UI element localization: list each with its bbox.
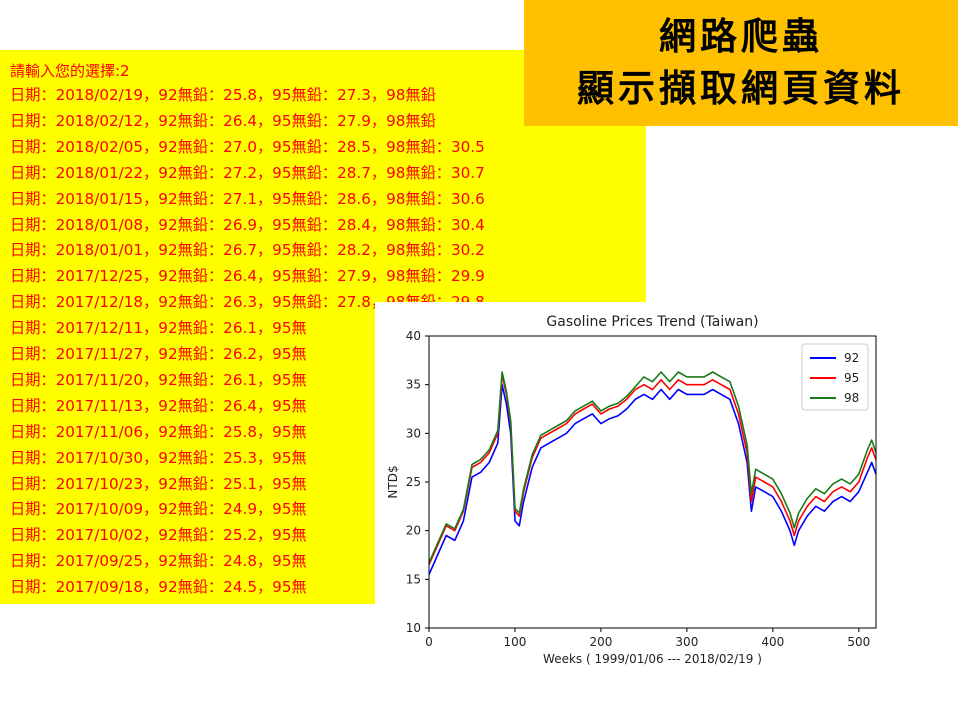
chart-lines [428,371,877,575]
y-tick-label: 30 [406,426,421,440]
console-row: 日期：2017/11/06，92無鉛：25.8，95無 [10,422,307,441]
chart-x-axis-label: Weeks ( 1999/01/06 --- 2018/02/19 ) [543,652,762,666]
console-row: 日期：2017/11/27，92無鉛：26.2，95無 [10,345,307,363]
y-tick-label: 35 [406,378,421,392]
y-tick-label: 15 [406,572,421,586]
chart-title: Gasoline Prices Trend (Taiwan) [546,314,758,330]
console-row: 日期：2017/12/11，92無鉛：26.1，95無 [10,319,307,338]
chart-panel: Gasoline Prices Trend (Taiwan) Weeks ( 1… [375,302,895,702]
slide-title-line-1: 網路爬蟲 [659,14,823,58]
console-row: 日期：2017/10/09，92無鉛：24.9，95無 [10,500,307,519]
legend-label-92: 92 [844,351,859,365]
x-tick-label: 500 [847,635,870,649]
console-row: 日期：2017/12/18，92無鉛：26.3，95無鉛：27.8，98無鉛：2… [10,293,485,312]
console-row: 日期：2017/09/25，92無鉛：24.8，95無 [10,552,307,571]
console-row: 日期：2018/01/22，92無鉛：27.2，95無鉛：28.7，98無鉛：3… [10,163,485,182]
chart-legend: 92 95 98 [801,343,869,411]
console-row: 日期：2018/02/12，92無鉛：26.4，95無鉛：27.9，98無鉛 [10,111,436,130]
console-row: 日期：2018/02/19，92無鉛：25.8，95無鉛：27.3，98無鉛 [10,86,436,104]
console-row: 日期：2017/10/23，92無鉛：25.1，95無 [10,474,307,493]
x-tick-label: 200 [589,635,612,649]
x-tick-label: 100 [504,635,527,649]
y-tick-label: 10 [406,621,421,635]
console-row: 日期：2017/11/13，92無鉛：26.4，95無 [10,396,307,415]
chart-ticks: 0 100 200 300 400 500 10 15 20 25 30 35 40 [406,329,871,649]
slide-title-box: 網路爬蟲 顯示擷取網頁資料 [524,0,958,126]
console-row: 日期：2018/02/05，92無鉛：27.0，95無鉛：28.5，98無鉛：3… [10,137,485,156]
chart-y-axis-label: NTD$ [386,465,400,498]
console-row: 日期：2018/01/01，92無鉛：26.7，95無鉛：28.2，98無鉛：3… [10,241,485,260]
series-line-98 [428,371,877,564]
series-line-92 [428,383,877,575]
legend-label-95: 95 [844,371,859,385]
x-tick-label: 0 [425,635,433,649]
console-row: 日期：2017/12/25，92無鉛：26.4，95無鉛：27.9，98無鉛：2… [10,267,485,286]
y-tick-label: 20 [406,524,421,538]
console-prompt: 請輸入您的選擇:2 [10,62,130,80]
console-row: 日期：2017/09/18，92無鉛：24.5，95無 [10,578,307,597]
gasoline-price-chart: Gasoline Prices Trend (Taiwan) Weeks ( 1… [386,314,877,666]
console-row: 日期：2018/01/15，92無鉛：27.1，95無鉛：28.6，98無鉛：3… [10,189,485,208]
console-row: 日期：2017/10/02，92無鉛：25.2，95無 [10,526,307,545]
x-tick-label: 400 [761,635,784,649]
console-row: 日期：2017/11/20，92無鉛：26.1，95無 [10,370,307,389]
console-row: 日期：2018/01/08，92無鉛：26.9，95無鉛：28.4，98無鉛：3… [10,215,485,234]
legend-label-98: 98 [844,391,859,405]
y-tick-label: 40 [406,329,421,343]
slide-title-line-2: 顯示擷取網頁資料 [577,66,905,110]
console-row: 日期：2017/10/30，92無鉛：25.3，95無 [10,448,307,467]
chart-plot-frame [428,335,877,629]
x-tick-label: 300 [675,635,698,649]
y-tick-label: 25 [406,475,421,489]
